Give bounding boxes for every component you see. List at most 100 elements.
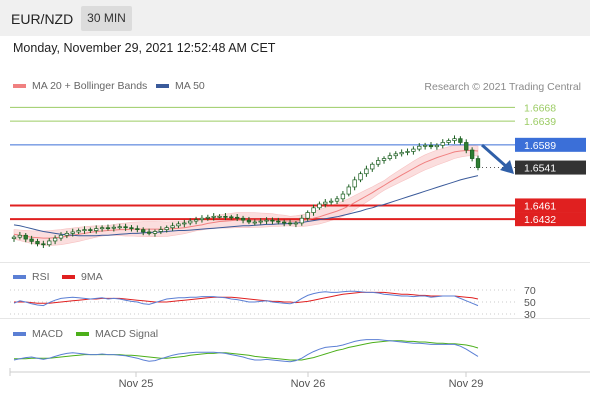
candle-body bbox=[229, 216, 234, 219]
price-tag-resistance: 1.6668 bbox=[524, 102, 556, 114]
price-tag-support: 1.6432 bbox=[524, 214, 556, 226]
candle-body bbox=[411, 148, 416, 152]
candle-body bbox=[199, 217, 205, 220]
candle-body bbox=[405, 151, 410, 153]
rsi-level-label: 70 bbox=[524, 285, 536, 297]
candle-body bbox=[340, 193, 346, 200]
candle-body bbox=[393, 153, 398, 157]
candle-body bbox=[82, 229, 87, 231]
candle-body bbox=[246, 219, 252, 223]
candle-body bbox=[23, 234, 28, 240]
candle-body bbox=[346, 186, 351, 195]
legend-macd: MACD bbox=[13, 328, 63, 340]
price-tag-current: 1.6541 bbox=[524, 163, 556, 175]
candle-body bbox=[252, 221, 257, 224]
candle-body bbox=[311, 207, 316, 213]
candle-body bbox=[182, 222, 187, 225]
candle-body bbox=[64, 233, 70, 236]
candle-body bbox=[317, 203, 322, 209]
forecast-arrow-shaft bbox=[481, 143, 509, 170]
candle-body bbox=[158, 229, 163, 232]
candle-body bbox=[452, 138, 457, 141]
candle-body bbox=[152, 231, 158, 234]
rsi-line bbox=[13, 290, 479, 307]
candle-body bbox=[475, 158, 481, 168]
legend-rsi-label: RSI bbox=[32, 271, 50, 283]
candle-body bbox=[117, 226, 122, 229]
candle-body bbox=[141, 229, 146, 233]
legend-rsi-ma: 9MA bbox=[62, 271, 103, 283]
rsi-level-label: 50 bbox=[524, 297, 536, 309]
candle-body bbox=[352, 179, 357, 188]
x-axis-label: Nov 26 bbox=[291, 378, 326, 390]
candle-body bbox=[76, 230, 81, 233]
candle-body bbox=[287, 222, 293, 225]
macd-signal-line bbox=[14, 340, 479, 361]
legend-rsi-ma-label: 9MA bbox=[81, 271, 103, 283]
candle-body bbox=[323, 201, 328, 205]
candle-body bbox=[264, 219, 269, 222]
candle-body bbox=[417, 145, 422, 150]
candle-body bbox=[217, 215, 222, 218]
candle-body bbox=[399, 152, 404, 155]
macd-swatch bbox=[13, 332, 26, 336]
ma20-line bbox=[13, 150, 479, 239]
rsi-ma-swatch bbox=[62, 275, 75, 279]
rsi-level-label: 30 bbox=[524, 309, 536, 321]
forecast-arrow-head bbox=[500, 160, 514, 174]
candle-body bbox=[211, 215, 216, 218]
candle-body bbox=[458, 138, 463, 143]
timeframe-button[interactable]: 30 MIN bbox=[81, 6, 132, 31]
chart-datetime: Monday, November 29, 2021 12:52:48 AM CE… bbox=[13, 41, 276, 55]
price-tag-bg-current bbox=[515, 160, 586, 175]
candle-body bbox=[47, 240, 52, 246]
symbol-label: EUR/NZD bbox=[11, 11, 74, 27]
candle-body bbox=[123, 226, 128, 229]
legend-ma20-label: MA 20 + Bollinger Bands bbox=[32, 80, 148, 92]
candle-body bbox=[146, 231, 152, 234]
candle-body bbox=[223, 215, 228, 218]
candle-body bbox=[176, 223, 181, 227]
candle-body bbox=[370, 163, 375, 170]
ma20-swatch bbox=[13, 84, 26, 88]
candle-body bbox=[35, 241, 40, 245]
candle-body bbox=[364, 168, 369, 175]
price-tag-resistance: 1.6639 bbox=[524, 116, 556, 128]
candle-body bbox=[293, 222, 299, 225]
candle-body bbox=[240, 217, 246, 221]
candle-body bbox=[440, 142, 445, 146]
macd-line bbox=[13, 339, 479, 363]
candle-body bbox=[305, 212, 310, 219]
candle-body bbox=[164, 227, 169, 230]
legend-macd-signal-label: MACD Signal bbox=[95, 328, 159, 340]
candle-body bbox=[282, 221, 287, 224]
candle-body bbox=[170, 225, 175, 229]
legend-ma50-label: MA 50 bbox=[175, 80, 205, 92]
candle-body bbox=[70, 231, 75, 234]
candle-body bbox=[129, 227, 134, 230]
candle-body bbox=[464, 142, 469, 151]
legend-macd-label: MACD bbox=[32, 328, 63, 340]
price-tag-bg-support bbox=[515, 198, 586, 213]
price-tag-bg-support bbox=[515, 212, 586, 227]
x-axis-label: Nov 25 bbox=[119, 378, 154, 390]
candle-body bbox=[329, 200, 334, 203]
candle-body bbox=[381, 158, 387, 161]
price-tag-pivot: 1.6589 bbox=[524, 140, 556, 152]
candle-body bbox=[446, 140, 451, 143]
rsi-swatch bbox=[13, 275, 26, 279]
candle-body bbox=[11, 236, 17, 239]
candle-body bbox=[276, 220, 281, 223]
candle-body bbox=[188, 220, 193, 224]
candle-body bbox=[29, 238, 34, 242]
candle-body bbox=[428, 144, 434, 148]
candle-body bbox=[270, 219, 275, 222]
macd-panel-separator bbox=[0, 318, 590, 319]
legend-ma20-bb: MA 20 + Bollinger Bands bbox=[13, 80, 147, 92]
research-credit: Research © 2021 Trading Central bbox=[424, 81, 581, 93]
candle-body bbox=[358, 173, 363, 181]
ma50-swatch bbox=[156, 84, 169, 88]
legend-ma50: MA 50 bbox=[156, 80, 205, 92]
candle-body bbox=[469, 149, 475, 159]
candle-body bbox=[422, 144, 428, 147]
